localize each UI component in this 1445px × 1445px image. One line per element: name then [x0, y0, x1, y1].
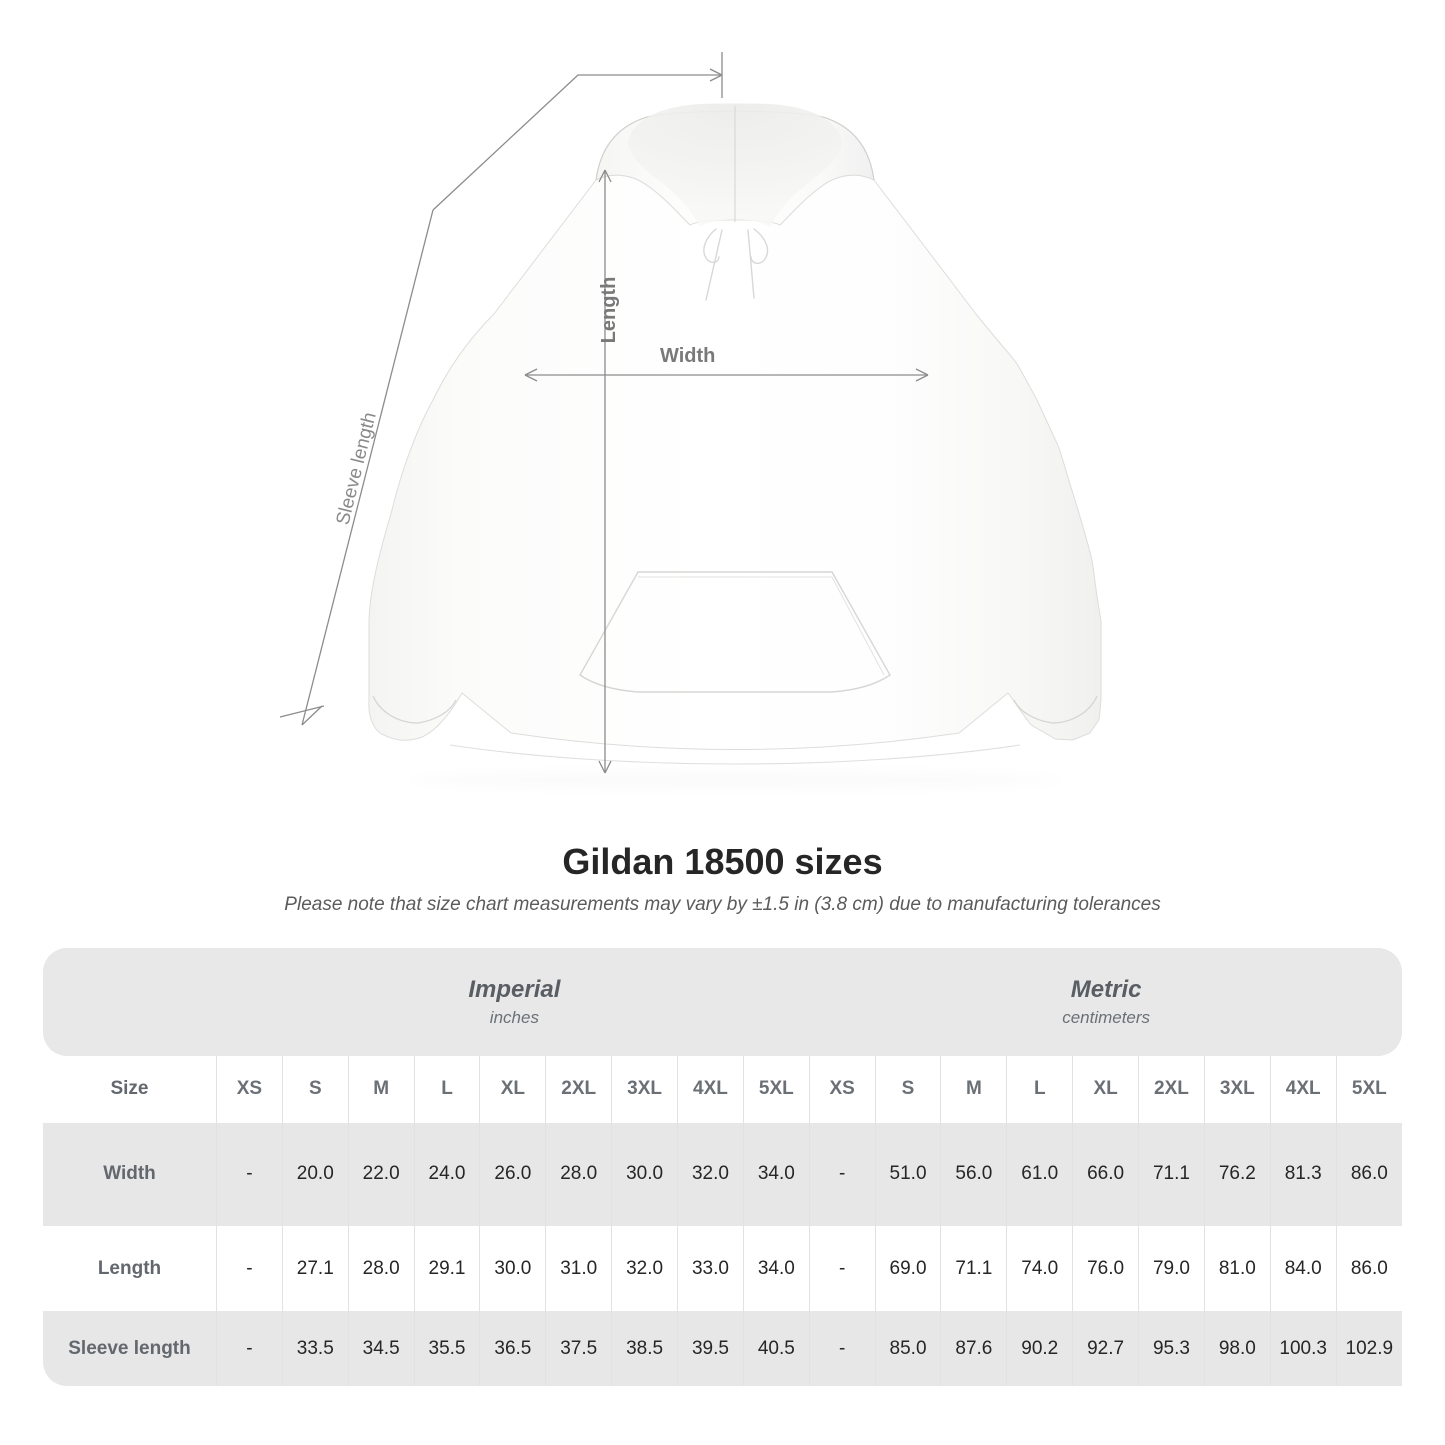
svg-text:Width: Width [660, 345, 715, 367]
svg-text:Length: Length [598, 277, 620, 344]
svg-text:Sleeve length: Sleeve length [333, 410, 381, 527]
